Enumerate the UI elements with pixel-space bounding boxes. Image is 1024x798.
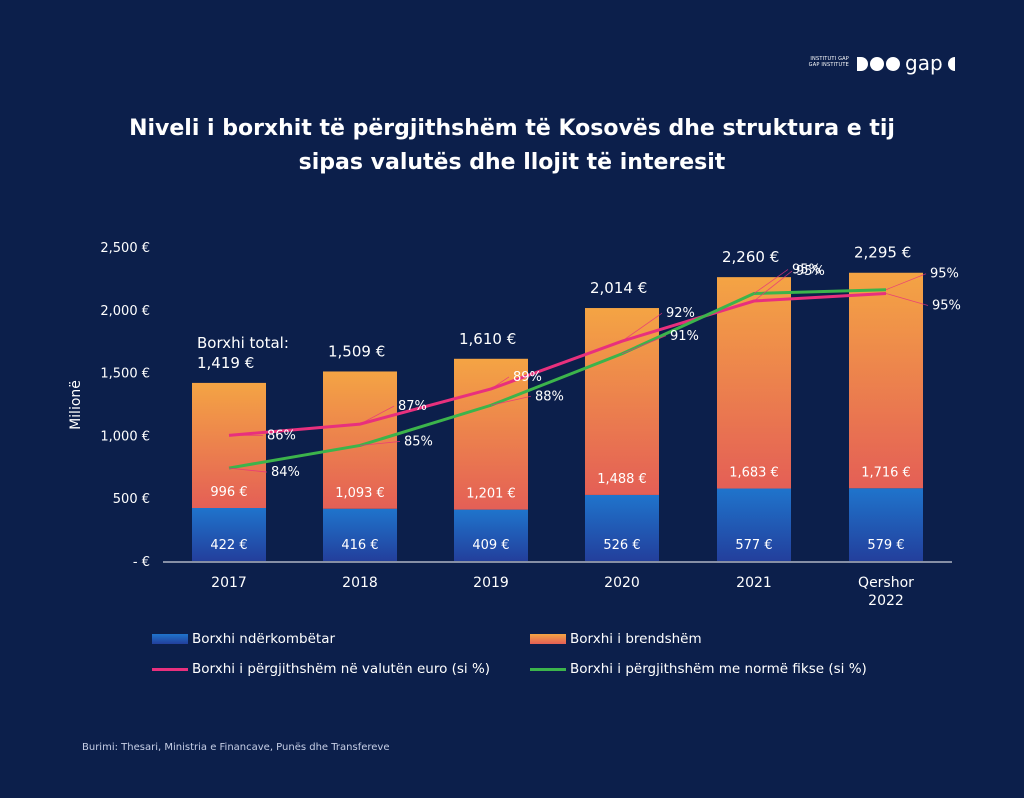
x-tick-label: 2019 <box>473 575 509 591</box>
bar-domestic-label: 996 € <box>210 485 247 500</box>
euro-pct-label: 89% <box>513 370 542 385</box>
x-tick-label: 2018 <box>342 575 378 591</box>
chart-title-line1: Niveli i borxhit të përgjithshëm të Koso… <box>129 116 895 141</box>
total-label: 1,509 € <box>328 342 385 360</box>
chart-title: Niveli i borxhit të përgjithshëm të Koso… <box>0 112 1024 180</box>
bar-international <box>849 488 923 561</box>
total-prefix-label: Borxhi total: <box>197 334 289 352</box>
y-tick-label: - € <box>133 555 150 570</box>
bar-international-label: 526 € <box>603 538 640 553</box>
debt-chart: - € 500 € 1,000 € 1,500 € 2,000 € 2,500 € Mili… <box>68 241 961 609</box>
bar-domestic-label: 1,488 € <box>597 472 647 487</box>
bar-domestic-label: 1,683 € <box>729 466 779 481</box>
x-tick-label: 2022 <box>868 593 904 609</box>
euro-pct-label: 95% <box>932 298 961 313</box>
line-fixed <box>228 288 887 470</box>
bars <box>192 272 923 561</box>
bar-international <box>585 494 659 561</box>
bar-international-label: 422 € <box>210 538 247 553</box>
y-tick-label: 1,500 € <box>100 367 150 382</box>
fixed-pct-label-leader <box>228 467 268 473</box>
fixed-pct-label: 88% <box>535 389 564 404</box>
legend-intl-label: Borxhi ndërkombëtar <box>192 631 336 647</box>
fixed-pct-label: 84% <box>271 465 300 480</box>
x-tick-label: 2020 <box>604 575 640 591</box>
total-label: 1,610 € <box>459 330 516 348</box>
total-label: 2,260 € <box>722 248 779 266</box>
y-axis: - € 500 € 1,000 € 1,500 € 2,000 € 2,500 € Mili… <box>68 241 150 570</box>
bar-domestic <box>454 358 528 510</box>
euro-pct-label: 86% <box>267 428 296 443</box>
legend-domestic-swatch <box>530 634 566 644</box>
x-tick-label: 2017 <box>211 575 247 591</box>
y-tick-label: 2,500 € <box>100 241 150 256</box>
logo-mark-icon: gap <box>857 52 955 75</box>
bar-international-label: 416 € <box>341 538 378 553</box>
total-label: 2,295 € <box>854 244 911 262</box>
x-tick-label: 2021 <box>736 575 772 591</box>
total-label: 1,419 € <box>197 354 254 372</box>
legend-euro: Borxhi i përgjithshëm në valutën euro (s… <box>152 661 490 677</box>
fixed-pct-label-leader <box>490 395 532 406</box>
series-lines <box>228 288 887 470</box>
legend-euro-label: Borxhi i përgjithshëm në valutën euro (s… <box>192 661 491 677</box>
data-labels: 422 € 996 € 1,419 € 416 € 1,093 € 1,509 € 409 … <box>197 244 961 553</box>
euro-pct-label-leader <box>885 293 929 306</box>
fixed-pct-label: 95% <box>930 267 959 282</box>
y-tick-label: 500 € <box>113 492 150 507</box>
legend-domestic: Borxhi i brendshëm <box>530 631 702 647</box>
chart-title-line2: sipas valutës dhe llojit të interesit <box>298 150 726 175</box>
euro-pct-label-leader <box>359 405 395 425</box>
bar-domestic <box>323 371 397 509</box>
fixed-pct-label-leader <box>359 441 401 446</box>
bar-domestic <box>849 272 923 489</box>
euro-pct-label-leader <box>621 312 663 342</box>
legend-intl-swatch <box>152 634 188 644</box>
legend-intl: Borxhi ndërkombëtar <box>152 631 335 647</box>
bar-domestic <box>585 308 659 495</box>
legend-fixed-label: Borxhi i përgjithshëm me normë fikse (si… <box>570 661 867 677</box>
fixed-pct-label: 91% <box>670 329 699 344</box>
fixed-pct-label-leader <box>621 335 667 355</box>
bar-domestic-label: 1,093 € <box>335 486 385 501</box>
line-euro <box>228 291 887 437</box>
euro-pct-label-leader <box>753 270 793 302</box>
y-tick-label: 2,000 € <box>100 304 150 319</box>
bar-international <box>717 488 791 561</box>
legend-euro-line <box>152 667 188 671</box>
logo-line2: GAP INSTITUTE <box>808 62 849 68</box>
logo-caption: INSTITUTI GAP GAP INSTITUTE <box>805 56 849 68</box>
y-axis-label: Milionë <box>68 380 84 430</box>
euro-pct-label: 92% <box>666 306 695 321</box>
bar-domestic <box>717 277 791 489</box>
bar-domestic-label: 1,716 € <box>861 465 911 480</box>
bar-domestic-label: 1,201 € <box>466 487 516 502</box>
fixed-pct-label-leader <box>885 273 927 291</box>
bar-international-label: 577 € <box>735 538 772 553</box>
x-axis: 2017 2018 2019 2020 2021 Qershor 2022 <box>163 561 952 609</box>
euro-pct-label: 87% <box>398 399 427 414</box>
legend-domestic-label: Borxhi i brendshëm <box>570 631 702 647</box>
y-tick-label: 1,000 € <box>100 429 150 444</box>
fixed-pct-label-leader <box>753 269 789 294</box>
source-note: Burimi: Thesari, Ministria e Financave, … <box>82 742 390 753</box>
euro-pct-label: 95% <box>796 264 825 279</box>
bar-international <box>323 508 397 561</box>
euro-pct-label-leader <box>490 376 510 390</box>
bar-domestic <box>192 382 266 508</box>
x-tick-label: Qershor <box>858 575 914 591</box>
logo-line1: INSTITUTI GAP <box>810 56 849 62</box>
logo-wordmark: gap <box>905 52 943 75</box>
bar-international <box>454 509 528 561</box>
fixed-pct-label: 95% <box>792 262 821 277</box>
gap-institute-logo: INSTITUTI GAP GAP INSTITUTE gap <box>805 52 965 78</box>
legend-fixed-line <box>530 667 566 671</box>
bar-international-label: 579 € <box>867 538 904 553</box>
legend-fixed: Borxhi i përgjithshëm me normë fikse (si… <box>530 661 867 677</box>
total-label: 2,014 € <box>590 279 647 297</box>
bar-international-label: 409 € <box>472 538 509 553</box>
bar-international <box>192 507 266 561</box>
fixed-pct-label: 85% <box>404 434 433 449</box>
